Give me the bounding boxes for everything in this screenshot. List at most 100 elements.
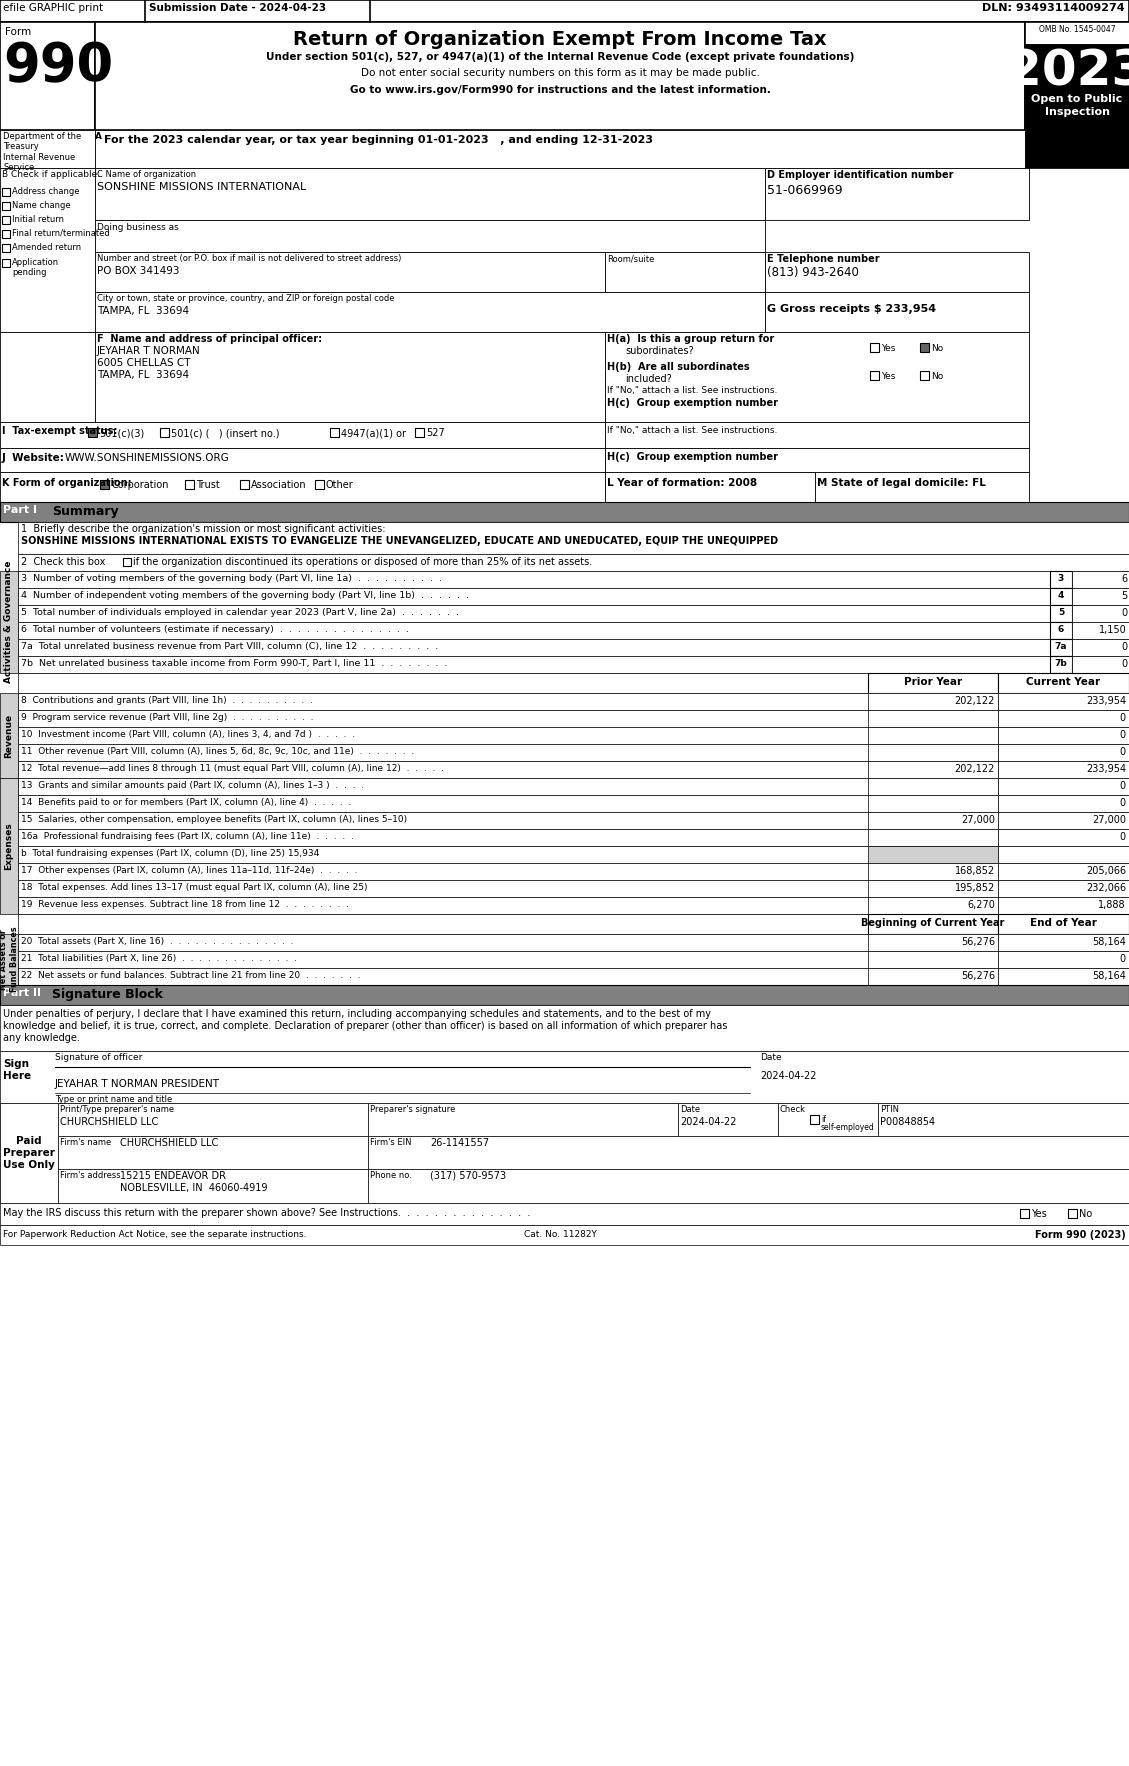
- Text: Current Year: Current Year: [1026, 676, 1101, 687]
- Bar: [330, 427, 339, 436]
- Bar: [868, 968, 998, 985]
- Bar: [18, 622, 1129, 639]
- Text: 202,122: 202,122: [955, 696, 995, 706]
- Text: For the 2023 calendar year, or tax year beginning 01-01-2023   , and ending 12-3: For the 2023 calendar year, or tax year …: [104, 134, 653, 145]
- Text: H(c)  Group exemption number: H(c) Group exemption number: [607, 452, 778, 463]
- Text: Submission Date - 2024-04-23: Submission Date - 2024-04-23: [149, 4, 326, 12]
- Bar: [95, 291, 765, 332]
- Bar: [998, 779, 1129, 795]
- Text: P00848854: P00848854: [879, 1118, 935, 1127]
- Bar: [240, 480, 250, 489]
- Bar: [95, 332, 605, 422]
- Bar: [0, 1104, 1129, 1203]
- Text: 17  Other expenses (Part IX, column (A), lines 11a–11d, 11f–24e)  .  .  .  .  .: 17 Other expenses (Part IX, column (A), …: [21, 865, 358, 874]
- Bar: [0, 692, 18, 779]
- Text: Application
pending: Application pending: [12, 258, 59, 277]
- Text: Check: Check: [780, 1106, 806, 1114]
- Bar: [1050, 606, 1073, 622]
- Bar: [998, 846, 1129, 864]
- Bar: [998, 812, 1129, 828]
- Text: Under section 501(c), 527, or 4947(a)(1) of the Internal Revenue Code (except pr: Under section 501(c), 527, or 4947(a)(1)…: [265, 51, 855, 62]
- Bar: [368, 1169, 1129, 1203]
- Bar: [870, 371, 879, 380]
- Bar: [368, 1104, 679, 1136]
- Text: Form 990 (2023): Form 990 (2023): [1035, 1229, 1126, 1240]
- Text: C Name of organization: C Name of organization: [97, 170, 196, 178]
- Bar: [18, 795, 1129, 812]
- Text: subordinates?: subordinates?: [625, 346, 693, 357]
- Bar: [679, 1104, 778, 1136]
- Text: G Gross receipts $ 233,954: G Gross receipts $ 233,954: [767, 304, 936, 314]
- Text: JEYAHAR T NORMAN: JEYAHAR T NORMAN: [97, 346, 201, 357]
- Text: any knowledge.: any knowledge.: [3, 1033, 80, 1044]
- Text: 501(c)(3): 501(c)(3): [99, 427, 145, 438]
- Text: Print/Type preparer's name: Print/Type preparer's name: [60, 1106, 174, 1114]
- Bar: [765, 253, 1029, 291]
- Bar: [998, 879, 1129, 897]
- Bar: [18, 606, 1129, 622]
- Text: Date: Date: [680, 1106, 700, 1114]
- Bar: [95, 168, 765, 221]
- Text: 4947(a)(1) or: 4947(a)(1) or: [341, 427, 406, 438]
- Text: 6,270: 6,270: [968, 901, 995, 909]
- Bar: [0, 1005, 1129, 1051]
- Text: Firm's EIN: Firm's EIN: [370, 1137, 411, 1146]
- Text: K Form of organization:: K Form of organization:: [2, 479, 132, 487]
- Bar: [18, 655, 1129, 673]
- Text: Initial return: Initial return: [12, 215, 64, 224]
- Bar: [1025, 44, 1129, 131]
- Text: No: No: [931, 344, 943, 353]
- Text: Doing business as: Doing business as: [97, 223, 178, 231]
- Text: Net Assets or
Fund Balances: Net Assets or Fund Balances: [0, 927, 19, 992]
- Text: (813) 943-2640: (813) 943-2640: [767, 267, 859, 279]
- Bar: [815, 472, 1029, 502]
- Bar: [2, 187, 10, 196]
- Bar: [0, 449, 605, 472]
- Text: 6: 6: [1121, 574, 1127, 585]
- Bar: [998, 728, 1129, 743]
- Text: 22  Net assets or fund balances. Subtract line 21 from line 20  .  .  .  .  .  .: 22 Net assets or fund balances. Subtract…: [21, 971, 360, 980]
- Text: 6005 CHELLAS CT: 6005 CHELLAS CT: [97, 358, 191, 367]
- Text: 2  Check this box: 2 Check this box: [21, 556, 108, 567]
- Text: Trust: Trust: [196, 480, 220, 489]
- Bar: [18, 897, 1129, 915]
- Text: PO BOX 341493: PO BOX 341493: [97, 267, 180, 275]
- Text: 7b  Net unrelated business taxable income from Form 990-T, Part I, line 11  .  .: 7b Net unrelated business taxable income…: [21, 659, 447, 668]
- Bar: [18, 523, 1129, 555]
- Bar: [0, 422, 605, 449]
- Text: Paid
Preparer
Use Only: Paid Preparer Use Only: [3, 1136, 55, 1169]
- Bar: [2, 260, 10, 267]
- Bar: [1068, 1210, 1077, 1219]
- Text: No: No: [931, 373, 943, 381]
- Text: Corporation: Corporation: [111, 480, 168, 489]
- Text: May the IRS discuss this return with the preparer shown above? See Instructions.: May the IRS discuss this return with the…: [3, 1208, 531, 1219]
- Bar: [998, 710, 1129, 728]
- Bar: [0, 21, 95, 131]
- Text: 1  Briefly describe the organization's mission or most significant activities:: 1 Briefly describe the organization's mi…: [21, 525, 385, 533]
- Bar: [809, 1114, 819, 1123]
- Text: 14  Benefits paid to or for members (Part IX, column (A), line 4)  .  .  .  .  .: 14 Benefits paid to or for members (Part…: [21, 798, 351, 807]
- Text: B Check if applicable:: B Check if applicable:: [2, 170, 100, 178]
- Bar: [0, 985, 1129, 1005]
- Text: included?: included?: [625, 374, 672, 383]
- Text: 232,066: 232,066: [1086, 883, 1126, 894]
- Text: 56,276: 56,276: [961, 971, 995, 980]
- Text: 0: 0: [1120, 781, 1126, 791]
- Bar: [0, 0, 1129, 21]
- Text: Activities & Governance: Activities & Governance: [5, 562, 14, 683]
- Text: OMB No. 1545-0047: OMB No. 1545-0047: [1039, 25, 1115, 34]
- Bar: [185, 480, 194, 489]
- Bar: [18, 692, 1129, 710]
- Bar: [0, 168, 95, 332]
- Text: Association: Association: [251, 480, 307, 489]
- Text: 6  Total number of volunteers (estimate if necessary)  .  .  .  .  .  .  .  .  .: 6 Total number of volunteers (estimate i…: [21, 625, 409, 634]
- Text: Yes: Yes: [1031, 1210, 1047, 1219]
- Bar: [868, 864, 998, 879]
- Text: No: No: [1079, 1210, 1092, 1219]
- Bar: [0, 131, 95, 168]
- Text: CHURCHSHIELD LLC: CHURCHSHIELD LLC: [120, 1137, 218, 1148]
- Bar: [998, 952, 1129, 968]
- Text: 21  Total liabilities (Part X, line 26)  .  .  .  .  .  .  .  .  .  .  .  .  .  : 21 Total liabilities (Part X, line 26) .…: [21, 954, 297, 962]
- Bar: [1073, 639, 1129, 655]
- Text: 527: 527: [426, 427, 445, 438]
